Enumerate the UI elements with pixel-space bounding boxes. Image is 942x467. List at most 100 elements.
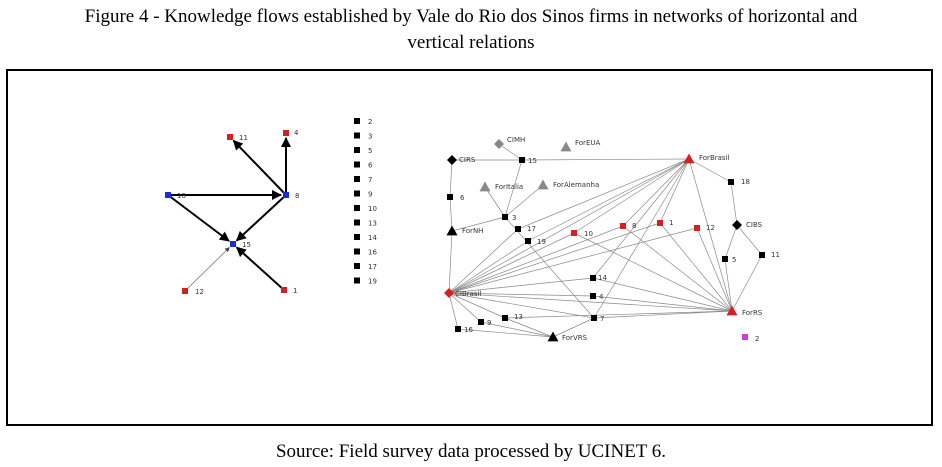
left-node-12 [182, 288, 188, 294]
left-node-label-11: 11 [239, 134, 248, 142]
right-node-label-CIMH: CIMH [507, 136, 525, 144]
right-edge-ForRS-r1 [659, 222, 733, 312]
right-node-ForAlemanha [537, 179, 549, 190]
isolate-node-17 [354, 263, 360, 269]
right-edge-ForBrasil-ForRS [688, 158, 733, 312]
right-edge-r11-ForRS [731, 254, 763, 312]
right-node-ForBrasil [683, 153, 695, 164]
right-node-label-r3: 3 [512, 214, 516, 222]
right-edge-r15-ForBrasil [521, 158, 690, 161]
right-edge-CIBrasil-ForRS [448, 292, 733, 312]
right-node-label-r4: 4 [599, 293, 604, 301]
right-node-r8 [620, 223, 626, 229]
right-node-CIBrasil [444, 288, 454, 298]
right-node-label-ForNH: ForNH [462, 227, 483, 235]
right-node-label-r5: 5 [732, 256, 736, 264]
right-node-r13 [502, 315, 508, 321]
right-edge-ForRS-r4 [592, 295, 733, 312]
isolate-label-17: 17 [368, 263, 377, 271]
left-node-label-4: 4 [294, 129, 299, 137]
right-edge-ForNH-r3 [451, 216, 506, 232]
isolate-label-6: 6 [368, 162, 373, 170]
right-edge-r3-r7 [504, 216, 595, 319]
isolate-node-19 [354, 277, 360, 284]
isolate-label-3: 3 [368, 133, 372, 141]
right-edge-r3-ForAlemanha [504, 184, 544, 218]
right-node-label-r12: 12 [706, 224, 715, 232]
right-edge-r16-ForVRS [457, 328, 554, 338]
right-edge-ForBrasil-r17 [517, 158, 690, 230]
right-node-label-r17: 17 [527, 225, 536, 233]
left-node-8 [283, 192, 289, 198]
right-node-r10 [571, 230, 577, 236]
left-edge-1-to-15 [235, 246, 285, 291]
left-node-11 [227, 134, 233, 140]
right-node-ForItalia [479, 181, 491, 192]
right-node-label-CIBS: CIBS [746, 221, 763, 229]
right-edge-ForBrasil-r19 [527, 158, 690, 242]
right-node-label-r8: 8 [632, 222, 636, 230]
isolate-label-9: 9 [368, 191, 372, 199]
right-node-label-ForAlemanha: ForAlemanha [553, 181, 599, 189]
caption-line-1: Figure 4 - Knowledge flows established b… [84, 6, 858, 27]
right-edge-ForRS-r13 [504, 310, 733, 319]
right-node-label-r6: 6 [460, 194, 465, 202]
figure-source: Source: Field survey data processed by U… [275, 441, 667, 462]
right-node-label-ForItalia: ForItalia [495, 183, 523, 191]
right-node-label-r19: 19 [537, 238, 546, 246]
right-node-label-ForVRS: ForVRS [562, 334, 588, 342]
right-edge-ForBrasil-r8 [622, 158, 690, 227]
isolate-label-7: 7 [368, 176, 372, 184]
isolate-label-14: 14 [368, 234, 377, 242]
right-edge-CIBrasil-r12 [448, 227, 698, 294]
right-node-r1 [657, 220, 663, 226]
left-edge-8-to-15 [235, 194, 287, 242]
right-node-r6 [447, 194, 453, 200]
left-node-label-1: 1 [293, 287, 297, 295]
isolate-node-9 [354, 190, 360, 197]
right-edge-CIBS-r5 [724, 224, 738, 260]
right-node-r19 [525, 238, 531, 244]
isolate-node-2 [354, 118, 360, 124]
left-edge-18-to-15 [167, 194, 230, 242]
right-node-r5 [722, 256, 728, 262]
right-node-r9 [478, 319, 484, 325]
right-edge-r3-r15 [504, 159, 523, 218]
left-node-label-12: 12 [195, 288, 204, 296]
right-edge-CIBrasil-r1 [448, 222, 661, 294]
right-node-r18 [728, 179, 734, 185]
isolate-label-19: 19 [368, 278, 377, 286]
left-node-label-18: 18 [177, 192, 186, 200]
right-node-label-r2: 2 [755, 335, 759, 343]
caption-line-2: vertical relations [407, 32, 535, 53]
right-node-label-CIRS: CIRS [459, 156, 476, 164]
right-edge-CIBrasil-r8 [448, 225, 624, 294]
right-edge-CIBrasil-r17 [448, 228, 519, 294]
right-node-label-r15: 15 [528, 157, 537, 165]
right-node-ForVRS [547, 331, 559, 342]
right-node-label-r11: 11 [771, 251, 780, 259]
right-node-label-ForEUA: ForEUA [575, 139, 600, 147]
right-edge-CIBrasil-r19 [448, 240, 529, 294]
isolate-label-2: 2 [368, 118, 372, 126]
isolate-label-13: 13 [368, 220, 377, 228]
right-node-CIMH [494, 139, 504, 149]
right-node-label-r14: 14 [598, 274, 607, 282]
isolate-node-6 [354, 161, 360, 168]
isolate-node-7 [354, 176, 360, 182]
right-node-label-r18: 18 [741, 178, 750, 186]
right-node-ForNH [446, 225, 458, 236]
right-node-label-r13: 13 [514, 313, 523, 321]
right-edge-ForRS-r12 [696, 227, 733, 312]
right-node-r4 [590, 293, 596, 299]
right-node-CIRS [447, 155, 457, 165]
right-edge-ForVRS-r9 [480, 321, 554, 338]
isolate-node-13 [354, 219, 360, 226]
right-node-r11 [759, 252, 765, 258]
isolate-node-3 [354, 132, 360, 139]
right-node-CIBS [732, 220, 742, 230]
right-edge-CIBrasil-r10 [448, 232, 575, 294]
right-edge-ForRS-r7 [593, 310, 733, 319]
figure-caption: Figure 4 - Knowledge flows established b… [0, 4, 942, 56]
